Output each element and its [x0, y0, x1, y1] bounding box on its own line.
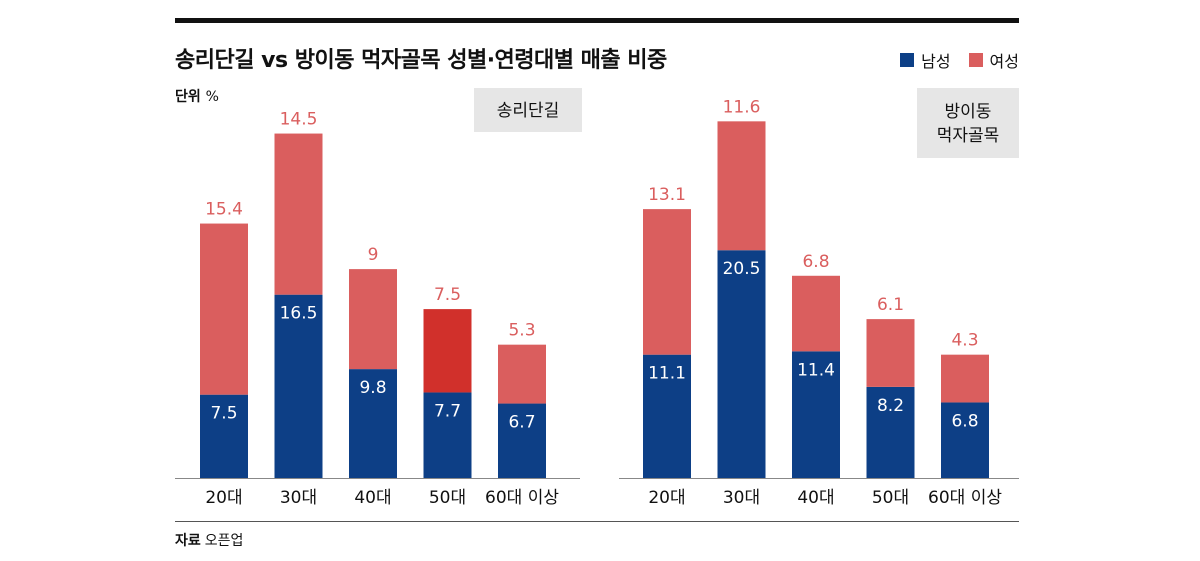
source-label: 자료 — [175, 533, 201, 549]
legend: 남성 여성 — [882, 48, 1019, 72]
unit-label: 단위 % — [175, 86, 219, 106]
bottom-rule — [175, 521, 1019, 522]
category-label: 30대 — [723, 488, 760, 508]
value-label-male: 8.2 — [877, 396, 904, 416]
value-label-female: 4.3 — [951, 331, 978, 351]
bar-male — [349, 369, 397, 478]
bar-female-highlight — [423, 309, 472, 393]
bar-male — [200, 394, 248, 478]
bar-male — [423, 392, 472, 478]
panel-label-box — [474, 88, 582, 132]
source-value: 오픈업 — [204, 533, 244, 549]
bar-male — [792, 351, 840, 478]
unit-value: % — [205, 89, 219, 105]
value-label-female: 5.3 — [508, 321, 535, 341]
bar-male — [941, 402, 989, 478]
value-label-female: 7.5 — [434, 285, 461, 305]
legend-swatch-female — [968, 53, 983, 67]
value-label-male: 7.7 — [434, 401, 461, 421]
category-label: 20대 — [648, 488, 685, 508]
value-label-female: 6.8 — [802, 252, 829, 272]
legend-label-female: 여성 — [989, 52, 1019, 71]
legend-item-male: 남성 — [900, 48, 951, 72]
category-label: 30대 — [280, 488, 317, 508]
bar-male — [274, 294, 323, 478]
value-label-female: 13.1 — [648, 185, 686, 205]
legend-item-female: 여성 — [968, 48, 1019, 72]
value-label-male: 20.5 — [723, 259, 761, 279]
panel-label-text: 방이동 — [945, 102, 992, 122]
bar-male — [498, 403, 546, 478]
value-label-male: 11.4 — [797, 360, 835, 380]
top-rule — [175, 18, 1019, 23]
bar-female — [717, 121, 766, 251]
bar-female — [866, 319, 915, 387]
value-label-male: 9.8 — [359, 378, 386, 398]
value-label-male: 6.8 — [951, 411, 978, 431]
category-label: 60대 이상 — [928, 488, 1002, 508]
value-label-female: 15.4 — [205, 200, 243, 220]
value-label-female: 14.5 — [280, 110, 318, 130]
panel-label-text: 송리단길 — [497, 101, 560, 121]
bar-female — [200, 223, 248, 395]
bar-female — [349, 269, 397, 370]
bar-female — [274, 133, 323, 295]
category-label: 60대 이상 — [485, 488, 559, 508]
category-label: 40대 — [797, 488, 834, 508]
value-label-male: 11.1 — [648, 364, 686, 384]
bar-female — [643, 209, 691, 355]
value-label-female: 9 — [368, 245, 379, 265]
unit-label-text: 단위 — [175, 89, 201, 105]
value-label-female: 6.1 — [877, 295, 904, 315]
bar-male — [717, 250, 766, 478]
category-label: 50대 — [429, 488, 466, 508]
legend-swatch-male — [900, 53, 915, 67]
chart-title: 송리단길 vs 방이동 먹자골목 성별·연령대별 매출 비중 — [175, 48, 667, 73]
value-label-female: 11.6 — [723, 97, 761, 117]
category-label: 40대 — [354, 488, 391, 508]
legend-label-male: 남성 — [921, 52, 951, 71]
bar-female — [498, 344, 546, 404]
bar-female — [941, 354, 989, 403]
value-label-male: 7.5 — [210, 404, 237, 424]
source-note: 자료 오픈업 — [175, 530, 243, 550]
category-label: 20대 — [205, 488, 242, 508]
panel-label-box — [917, 88, 1019, 158]
bar-male — [866, 386, 915, 478]
category-label: 50대 — [872, 488, 909, 508]
panel-label-text: 먹자골목 — [937, 126, 1000, 146]
bar-female — [792, 275, 840, 352]
value-label-male: 16.5 — [280, 304, 318, 324]
bar-male — [643, 354, 691, 478]
value-label-male: 6.7 — [508, 413, 535, 433]
